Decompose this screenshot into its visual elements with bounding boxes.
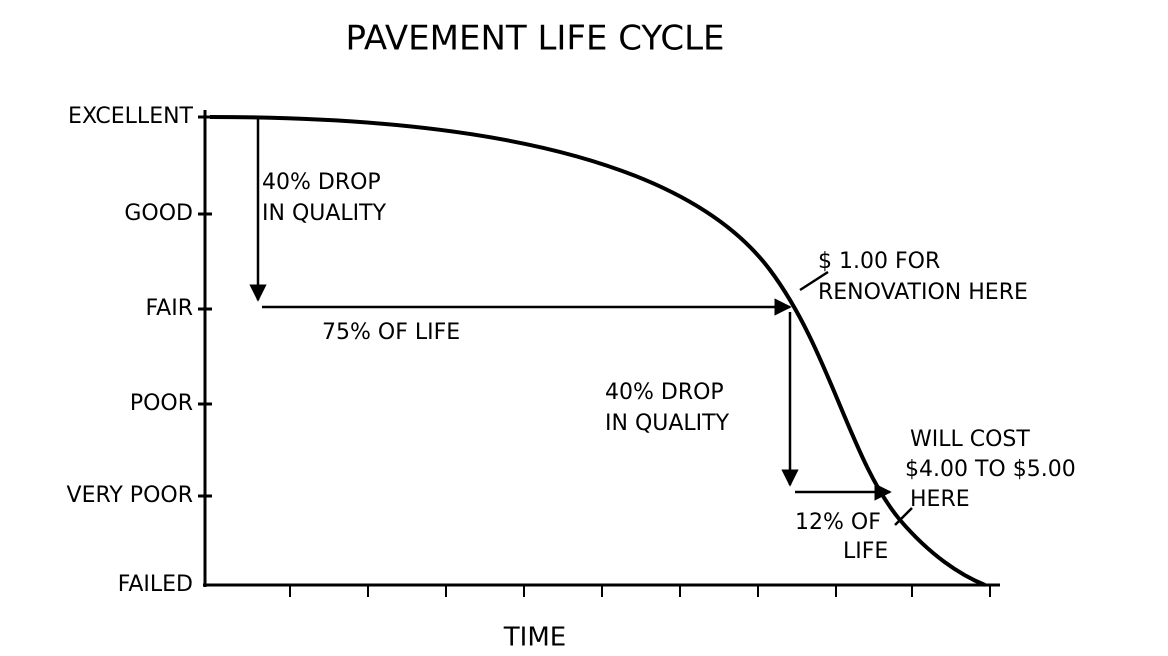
annotation: LIFE xyxy=(843,539,888,564)
y-label: FAILED xyxy=(118,572,193,597)
y-label: GOOD xyxy=(124,201,193,226)
annotation: RENOVATION HERE xyxy=(818,280,1028,305)
x-label: TIME xyxy=(503,623,566,653)
y-label: FAIR xyxy=(146,296,193,321)
annotation: 12% OF xyxy=(795,510,881,535)
y-label: POOR xyxy=(130,391,193,416)
annotation: 75% OF LIFE xyxy=(322,320,460,345)
annotation: $4.00 TO $5.00 xyxy=(905,457,1076,482)
x-ticks xyxy=(289,585,991,597)
title: PAVEMENT LIFE CYCLE xyxy=(345,19,724,59)
annotation: 40% DROP xyxy=(605,380,724,405)
y-label: VERY POOR xyxy=(67,483,193,508)
annotation: IN QUALITY xyxy=(262,201,387,226)
annotation: HERE xyxy=(910,487,970,512)
annotation: WILL COST xyxy=(910,427,1030,452)
annotation: IN QUALITY xyxy=(605,411,730,436)
arrows xyxy=(249,117,913,526)
y-label: EXCELLENT xyxy=(68,104,194,129)
annotation: 40% DROP xyxy=(262,170,381,195)
life-curve xyxy=(209,115,986,587)
annotation: $ 1.00 FOR xyxy=(818,249,940,274)
y-ticks xyxy=(198,115,212,498)
